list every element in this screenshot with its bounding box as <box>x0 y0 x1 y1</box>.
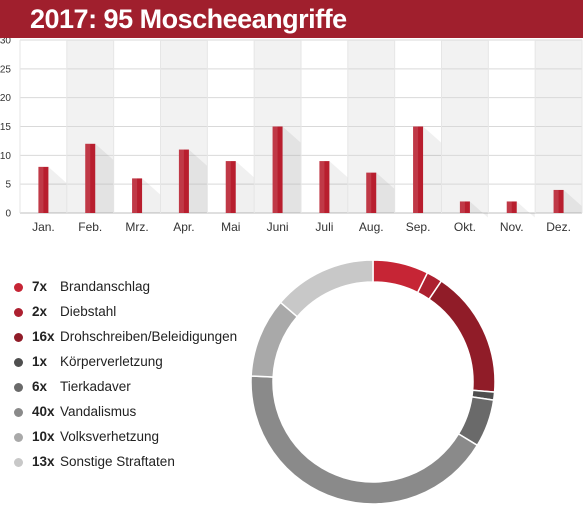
legend-count: 10x <box>32 429 55 444</box>
bar-shadow <box>282 126 301 213</box>
bar-Mrz. <box>132 178 143 213</box>
chart-title: 2017: 95 Moscheeangriffe <box>30 4 347 34</box>
legend-item: 16x Drohschreiben/Beleidigungen <box>14 328 244 348</box>
bar-highlight <box>178 149 184 213</box>
legend-count: 7x <box>32 279 48 294</box>
legend-swatch <box>14 308 23 317</box>
legend-swatch <box>14 333 23 342</box>
x-tick-label: Sep. <box>406 220 431 234</box>
legend-swatch <box>14 433 23 442</box>
category-donut-chart <box>250 259 496 505</box>
x-tick-label: Feb. <box>78 220 102 234</box>
x-tick-label: Dez. <box>546 220 571 234</box>
bar-shadow <box>563 189 582 213</box>
bar-highlight <box>319 161 325 213</box>
legend-item: 7x Brandanschlag <box>14 278 244 298</box>
x-tick-label: Juni <box>267 220 289 234</box>
bar-shadow <box>188 149 207 213</box>
x-tick-label: Mrz. <box>125 220 148 234</box>
legend-label: Diebstahl <box>60 304 117 319</box>
legend-label: Sonstige Straftaten <box>60 454 175 469</box>
x-tick-label: Jan. <box>32 220 55 234</box>
legend-count: 1x <box>32 354 48 369</box>
legend-item: 13x Sonstige Straftaten <box>14 453 244 473</box>
bar-Aug. <box>366 172 377 213</box>
y-tick-label: 15 <box>0 122 11 133</box>
bar-highlight <box>553 189 559 213</box>
bar-highlight <box>366 172 372 213</box>
bar-highlight <box>459 201 465 213</box>
bar-Feb. <box>85 143 96 213</box>
x-tick-label: Apr. <box>173 220 194 234</box>
y-tick-label: 25 <box>0 64 11 75</box>
legend-count: 6x <box>32 379 48 394</box>
donut-slice <box>428 279 496 393</box>
bar-Nov. <box>506 201 517 213</box>
legend-count: 2x <box>32 304 48 319</box>
bar-Apr. <box>178 149 189 213</box>
bar-Okt. <box>459 201 470 213</box>
x-tick-label: Nov. <box>500 220 524 234</box>
legend-swatch <box>14 283 23 292</box>
bar-highlight <box>38 166 44 213</box>
bar-Juli <box>319 161 330 213</box>
legend-count: 40x <box>32 404 55 419</box>
bar-shadow <box>48 166 67 213</box>
y-tick-label: 5 <box>5 180 11 191</box>
x-tick-label: Aug. <box>359 220 384 234</box>
bar-highlight <box>506 201 512 213</box>
bar-shadow <box>95 143 114 213</box>
legend-swatch <box>14 358 23 367</box>
legend-count: 13x <box>32 454 55 469</box>
bar-shadow <box>423 126 442 213</box>
legend-swatch <box>14 458 23 467</box>
bar-Mai <box>225 161 236 213</box>
bar-highlight <box>225 161 231 213</box>
y-tick-label: 0 <box>5 209 11 220</box>
legend-item: 2x Diebstahl <box>14 303 244 323</box>
bar-highlight <box>85 143 91 213</box>
legend-label: Körperverletzung <box>60 354 163 369</box>
bar-highlight <box>272 126 278 213</box>
legend-item: 40x Vandalismus <box>14 403 244 423</box>
bar-shadow <box>142 178 161 213</box>
legend-item: 10x Volksverhetzung <box>14 428 244 448</box>
bar-shadow <box>516 201 535 218</box>
bar-shadow <box>235 161 254 213</box>
legend-label: Brandanschlag <box>60 279 151 294</box>
monthly-bar-chart: 0 5 10 15 20 25 30 Jan. Feb. Mrz. Apr. Mai Juni Juli A… <box>0 38 583 234</box>
legend-swatch <box>14 408 23 417</box>
bar-shadow <box>329 161 348 213</box>
bar-Sep. <box>413 126 424 213</box>
bar-highlight <box>413 126 419 213</box>
donut-slice <box>250 301 299 378</box>
legend-swatch <box>14 383 23 392</box>
title-bar: 2017: 95 Moscheeangriffe <box>0 0 583 38</box>
donut-slice <box>279 259 374 318</box>
legend-label: Tierkadaver <box>60 379 131 394</box>
legend-label: Volksverhetzung <box>60 429 160 444</box>
x-tick-label: Mai <box>221 220 240 234</box>
bar-Dez. <box>553 189 564 213</box>
y-tick-label: 20 <box>0 93 11 104</box>
x-tick-label: Okt. <box>454 220 476 234</box>
donut-slice <box>250 375 479 505</box>
legend-label: Drohschreiben/Beleidigungen <box>60 329 238 344</box>
bar-highlight <box>132 178 138 213</box>
y-tick-label: 30 <box>0 38 11 47</box>
bar-Jan. <box>38 166 49 213</box>
x-tick-label: Juli <box>315 220 333 234</box>
bar-shadow <box>469 201 488 218</box>
bar-Juni <box>272 126 283 213</box>
legend-count: 16x <box>32 329 55 344</box>
bar-shadow <box>376 172 395 213</box>
legend-item: 1x Körperverletzung <box>14 353 244 373</box>
legend-label: Vandalismus <box>60 404 137 419</box>
y-tick-label: 10 <box>0 151 11 162</box>
legend-item: 6x Tierkadaver <box>14 378 244 398</box>
